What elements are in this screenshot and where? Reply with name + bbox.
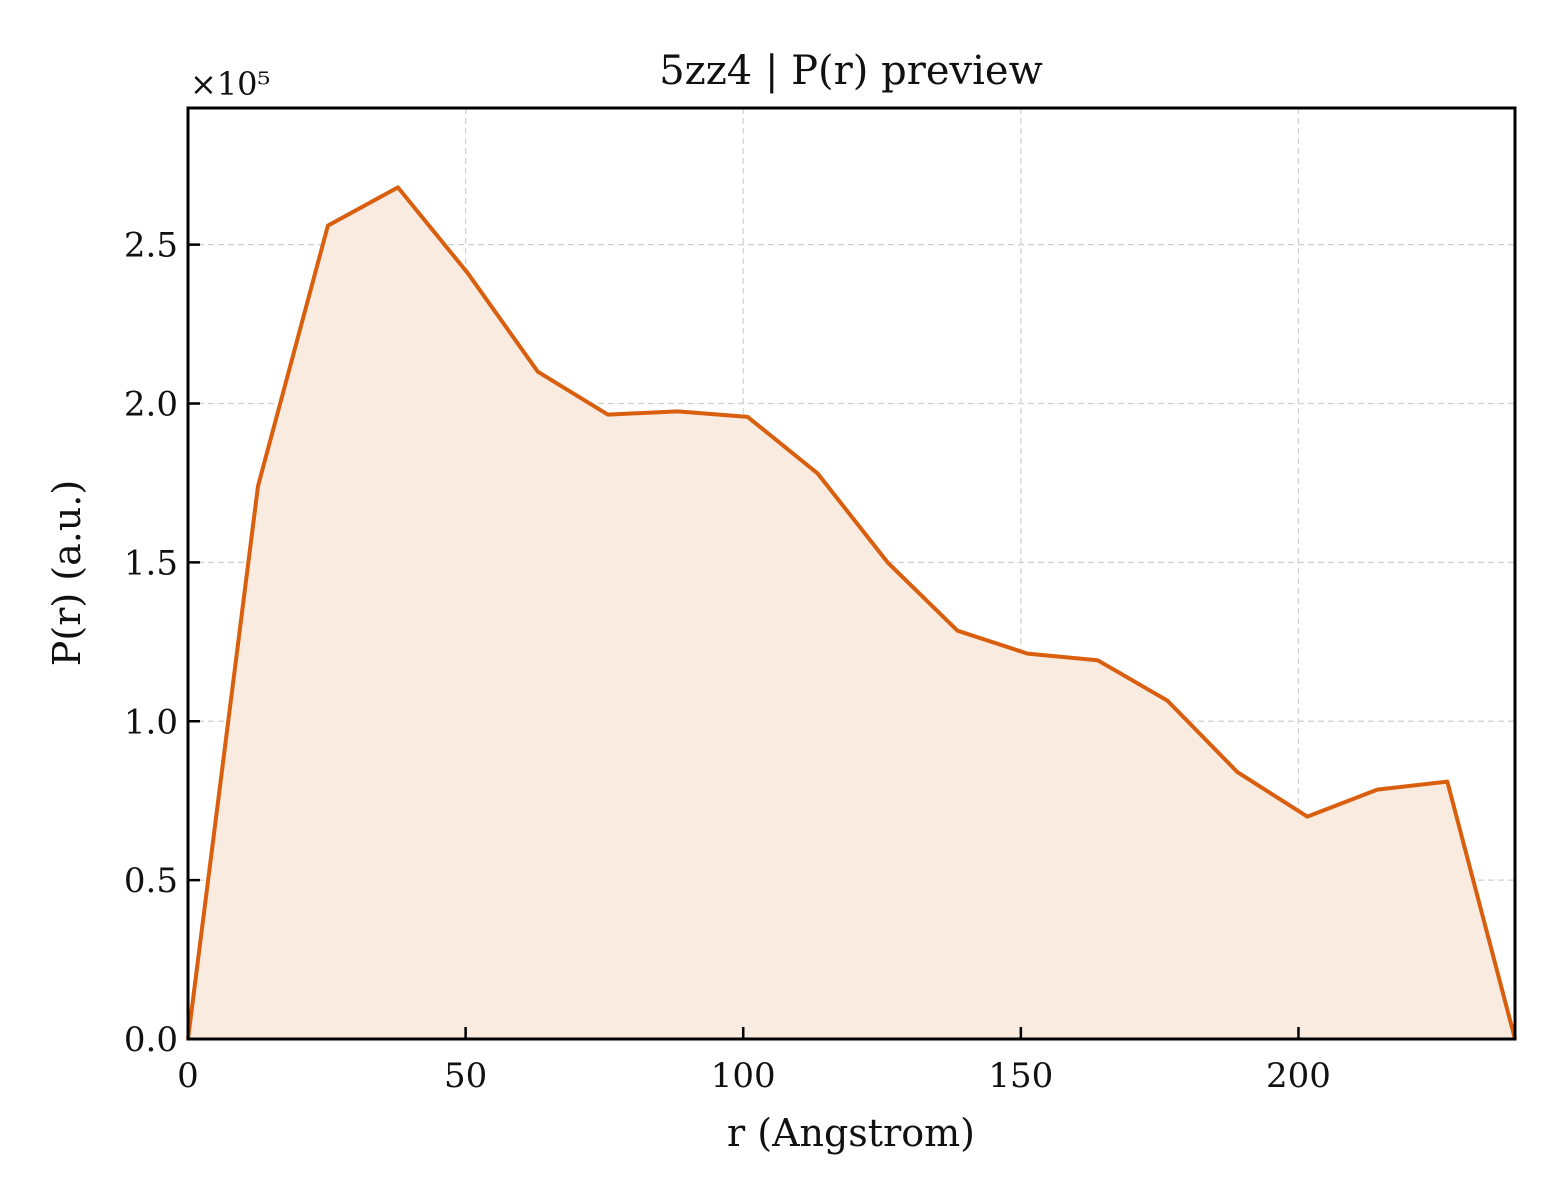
y-tick-label: 1.5 xyxy=(124,543,178,583)
x-tick-label: 150 xyxy=(988,1056,1053,1096)
y-axis-label: P(r) (a.u.) xyxy=(45,480,89,666)
x-axis-label: r (Angstrom) xyxy=(727,1111,975,1155)
x-tick-label: 50 xyxy=(444,1056,487,1096)
y-tick-label: 2.0 xyxy=(124,385,178,425)
x-tick-label: 200 xyxy=(1266,1056,1331,1096)
data-points xyxy=(187,187,1516,1040)
y-scale-multiplier: ×10⁵ xyxy=(190,65,270,103)
x-axis-ticks: 0 50 100 150 200 xyxy=(177,1027,1331,1096)
y-tick-label: 1.0 xyxy=(124,702,178,742)
y-tick-label: 0.5 xyxy=(124,861,178,901)
plot-frame xyxy=(186,106,1517,1041)
x-tick-label: 100 xyxy=(711,1056,776,1096)
y-tick-label: 2.5 xyxy=(124,226,178,266)
y-tick-label: 0.0 xyxy=(124,1020,178,1060)
chart-title: 5zz4 | P(r) preview xyxy=(659,48,1043,94)
y-axis-ticks: 0.0 0.5 1.0 1.5 2.0 2.5 xyxy=(124,226,200,1060)
pr-area-fill xyxy=(188,187,1515,1039)
x-tick-label: 0 xyxy=(177,1056,199,1096)
pr-series-line xyxy=(186,185,1517,1040)
